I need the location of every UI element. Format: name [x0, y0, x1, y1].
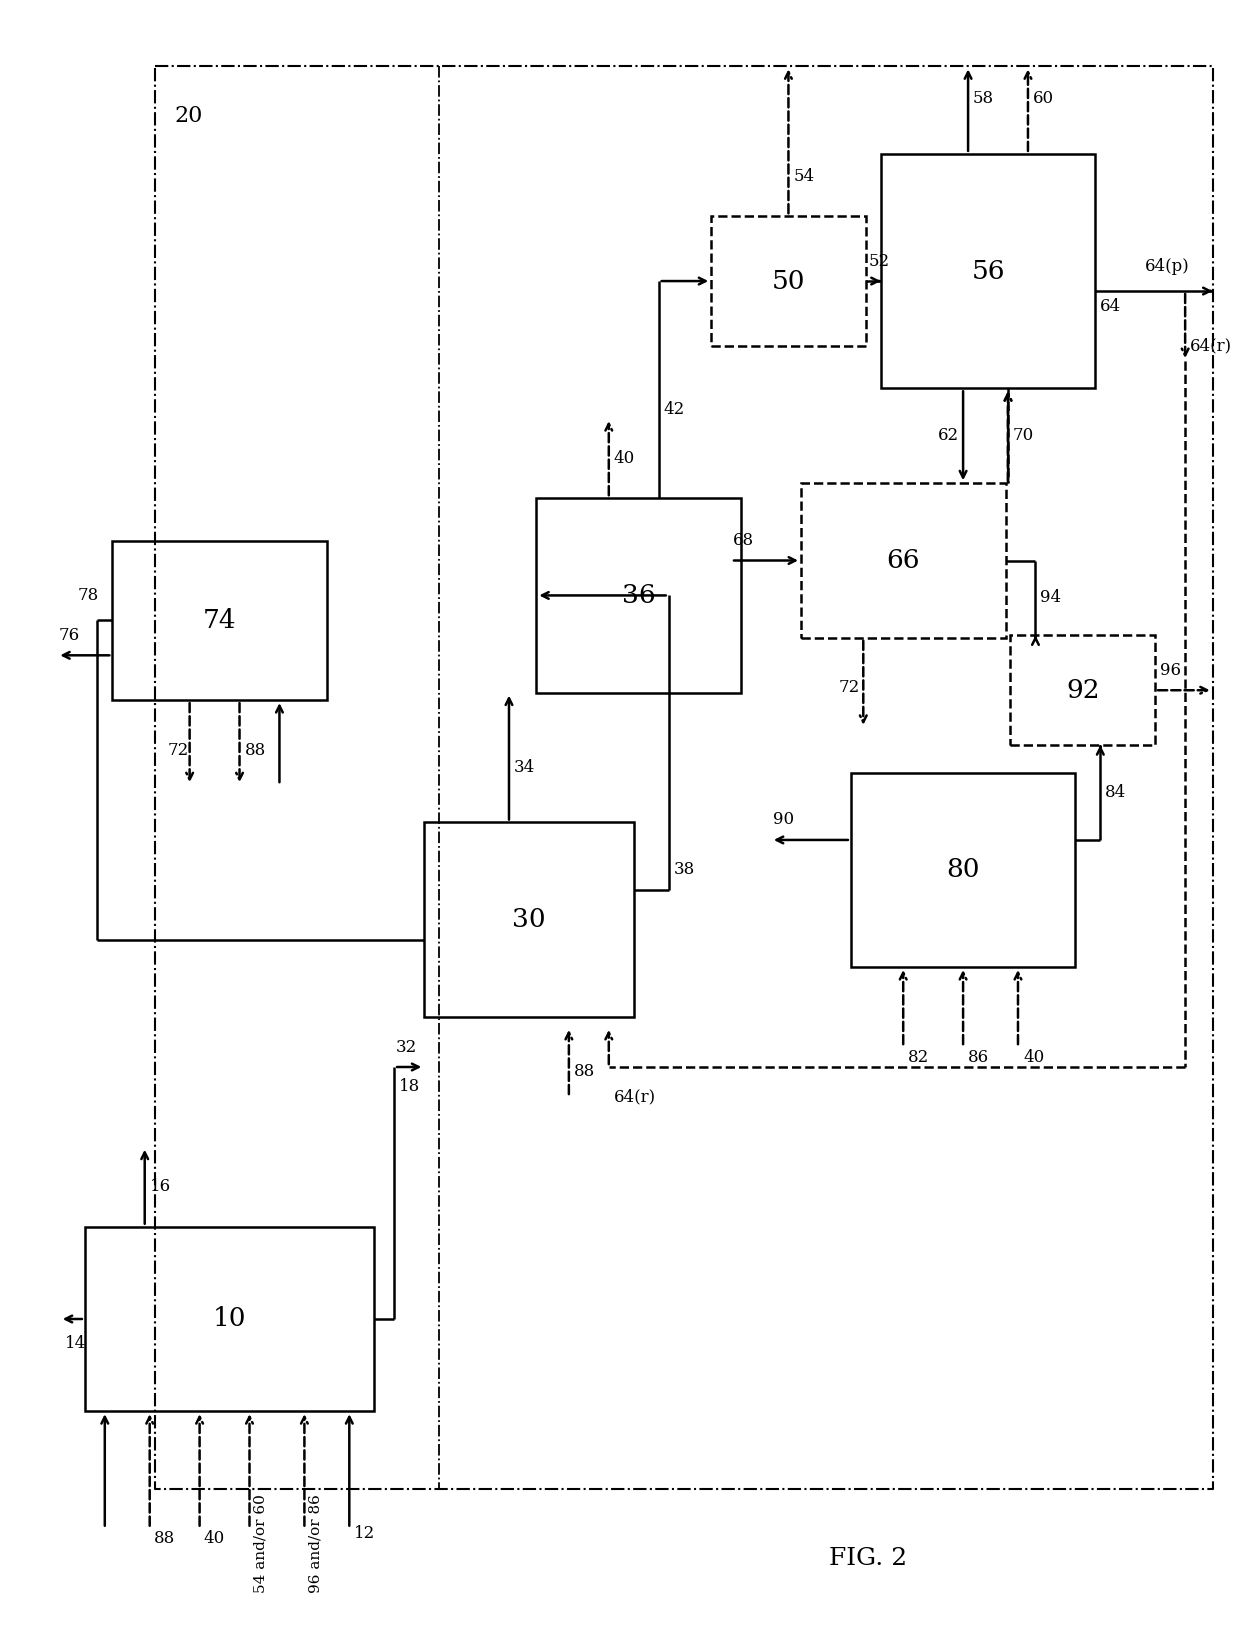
Text: 62: 62 [939, 428, 960, 444]
Text: 34: 34 [515, 760, 536, 776]
Text: 32: 32 [397, 1038, 418, 1056]
Text: 80: 80 [946, 857, 980, 882]
Text: 72: 72 [838, 678, 859, 696]
Text: 88: 88 [574, 1064, 595, 1080]
Text: 16: 16 [150, 1178, 171, 1196]
Bar [424, 823, 634, 1017]
Bar [711, 216, 866, 347]
Text: 74: 74 [203, 608, 237, 633]
Text: 92: 92 [1066, 678, 1100, 703]
Text: 96 and/or 86: 96 and/or 86 [309, 1494, 322, 1593]
Text: 64(r): 64(r) [614, 1088, 656, 1105]
Bar [537, 498, 742, 693]
Text: 38: 38 [673, 861, 694, 879]
Bar [113, 540, 327, 700]
Text: 70: 70 [1013, 428, 1034, 444]
Text: 66: 66 [887, 548, 920, 573]
Text: 84: 84 [1105, 784, 1127, 800]
Text: 64(p): 64(p) [1146, 257, 1190, 275]
Text: 40: 40 [1023, 1048, 1044, 1066]
Text: 90: 90 [773, 812, 794, 828]
Text: 96: 96 [1161, 662, 1182, 678]
Bar [84, 1227, 374, 1411]
Bar [1011, 636, 1156, 745]
Text: 52: 52 [868, 252, 889, 270]
Text: 42: 42 [663, 400, 684, 418]
Text: 12: 12 [355, 1524, 376, 1542]
Text: 54: 54 [794, 168, 815, 185]
Text: 14: 14 [64, 1336, 86, 1352]
Text: 64: 64 [1100, 298, 1121, 314]
Text: 88: 88 [244, 742, 265, 758]
Text: 58: 58 [973, 91, 994, 107]
Text: 64(r): 64(r) [1190, 337, 1233, 355]
Text: 78: 78 [77, 587, 99, 604]
Text: 18: 18 [399, 1079, 420, 1095]
Bar [880, 155, 1095, 389]
Text: 86: 86 [968, 1048, 990, 1066]
Text: 82: 82 [908, 1048, 930, 1066]
Text: 76: 76 [58, 626, 79, 644]
Bar [801, 483, 1006, 638]
Text: 56: 56 [971, 259, 1004, 283]
Text: 60: 60 [1033, 91, 1054, 107]
Text: 20: 20 [175, 106, 203, 127]
Bar [851, 773, 1075, 966]
Text: 54 and/or 60: 54 and/or 60 [253, 1494, 268, 1593]
Text: 94: 94 [1040, 589, 1061, 607]
Text: 30: 30 [512, 908, 546, 932]
Text: 88: 88 [154, 1529, 175, 1547]
Text: 72: 72 [167, 742, 188, 758]
Text: FIG. 2: FIG. 2 [830, 1547, 908, 1570]
Text: 40: 40 [203, 1529, 224, 1547]
Text: 40: 40 [614, 449, 635, 467]
Text: 50: 50 [771, 268, 805, 293]
Text: 36: 36 [622, 582, 656, 608]
Text: 68: 68 [733, 532, 754, 548]
Text: 10: 10 [213, 1306, 247, 1331]
